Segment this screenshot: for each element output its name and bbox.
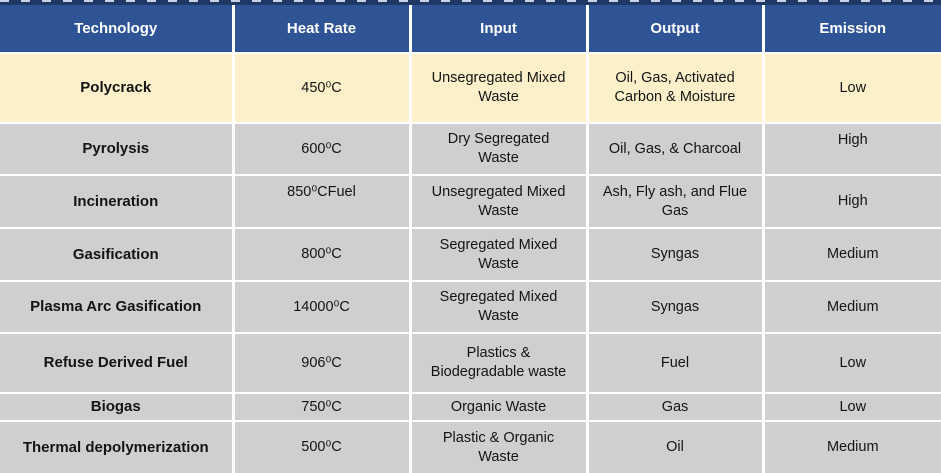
cell-emission: Medium [761, 420, 941, 473]
cell-emission: Medium [761, 227, 941, 281]
cell-input: Unsegregated Mixed Waste [408, 52, 587, 123]
cell-output: Gas [585, 392, 763, 421]
header-cell-input: Input [408, 5, 587, 53]
cell-output: Oil [585, 420, 763, 473]
cell-emission: Low [761, 52, 941, 123]
cell-technology: Gasification [0, 227, 233, 281]
header-cell-emission: Emission [761, 5, 941, 53]
cell-input: Segregated Mixed Waste [408, 227, 587, 281]
technology-comparison-table: Technology Heat Rate Input Output Emissi… [0, 5, 941, 473]
cell-heat-rate: 750⁰C [231, 392, 410, 421]
cell-output: Syngas [585, 227, 763, 281]
cell-technology: Thermal depolymerization [0, 420, 233, 473]
cell-emission: High [761, 122, 941, 175]
cell-technology: Incineration [0, 174, 233, 228]
header-row: Technology Heat Rate Input Output Emissi… [0, 5, 941, 53]
cell-emission: Low [761, 332, 941, 393]
cell-input: Segregated Mixed Waste [408, 280, 587, 333]
cell-output: Fuel [585, 332, 763, 393]
cell-output: Oil, Gas, Activated Carbon & Moisture [585, 52, 763, 123]
table-row-refuse-derived-fuel: Refuse Derived Fuel 906⁰C Plastics & Bio… [0, 332, 941, 393]
cell-emission: Medium [761, 280, 941, 333]
cell-heat-rate: 800⁰C [231, 227, 410, 281]
cell-input: Dry Segregated Waste [408, 122, 587, 175]
cell-input: Plastic & Organic Waste [408, 420, 587, 473]
cell-heat-rate: 600⁰C [231, 122, 410, 175]
cell-output: Ash, Fly ash, and Flue Gas [585, 174, 763, 228]
cell-input: Plastics & Biodegradable waste [408, 332, 587, 393]
header-cell-output: Output [585, 5, 763, 53]
table-row-pyrolysis: Pyrolysis 600⁰C Dry Segregated Waste Oil… [0, 122, 941, 175]
cell-input: Organic Waste [408, 392, 587, 421]
top-dashed-border [0, 0, 941, 5]
cell-output: Oil, Gas, & Charcoal [585, 122, 763, 175]
header-cell-heat-rate: Heat Rate [231, 5, 410, 53]
cell-input: Unsegregated Mixed Waste [408, 174, 587, 228]
cell-heat-rate: 906⁰C [231, 332, 410, 393]
table-row-gasification: Gasification 800⁰C Segregated Mixed Wast… [0, 227, 941, 281]
cell-technology: Polycrack [0, 52, 233, 123]
table-row-polycrack: Polycrack 450⁰C Unsegregated Mixed Waste… [0, 52, 941, 123]
table-row-incineration: Incineration 850⁰CFuel Unsegregated Mixe… [0, 174, 941, 228]
cell-technology: Biogas [0, 392, 233, 421]
table-row-biogas: Biogas 750⁰C Organic Waste Gas Low [0, 392, 941, 421]
cell-output: Syngas [585, 280, 763, 333]
cell-heat-rate: 450⁰C [231, 52, 410, 123]
header-cell-technology: Technology [0, 5, 233, 53]
cell-heat-rate: 850⁰CFuel [231, 174, 410, 228]
table-row-plasma-arc-gasification: Plasma Arc Gasification 14000⁰C Segregat… [0, 280, 941, 333]
cell-heat-rate: 14000⁰C [231, 280, 410, 333]
cell-technology: Plasma Arc Gasification [0, 280, 233, 333]
cell-technology: Pyrolysis [0, 122, 233, 175]
cell-heat-rate: 500⁰C [231, 420, 410, 473]
table-row-thermal-depolymerization: Thermal depolymerization 500⁰C Plastic &… [0, 420, 941, 473]
cell-emission: High [761, 174, 941, 228]
cell-emission: Low [761, 392, 941, 421]
cell-technology: Refuse Derived Fuel [0, 332, 233, 393]
